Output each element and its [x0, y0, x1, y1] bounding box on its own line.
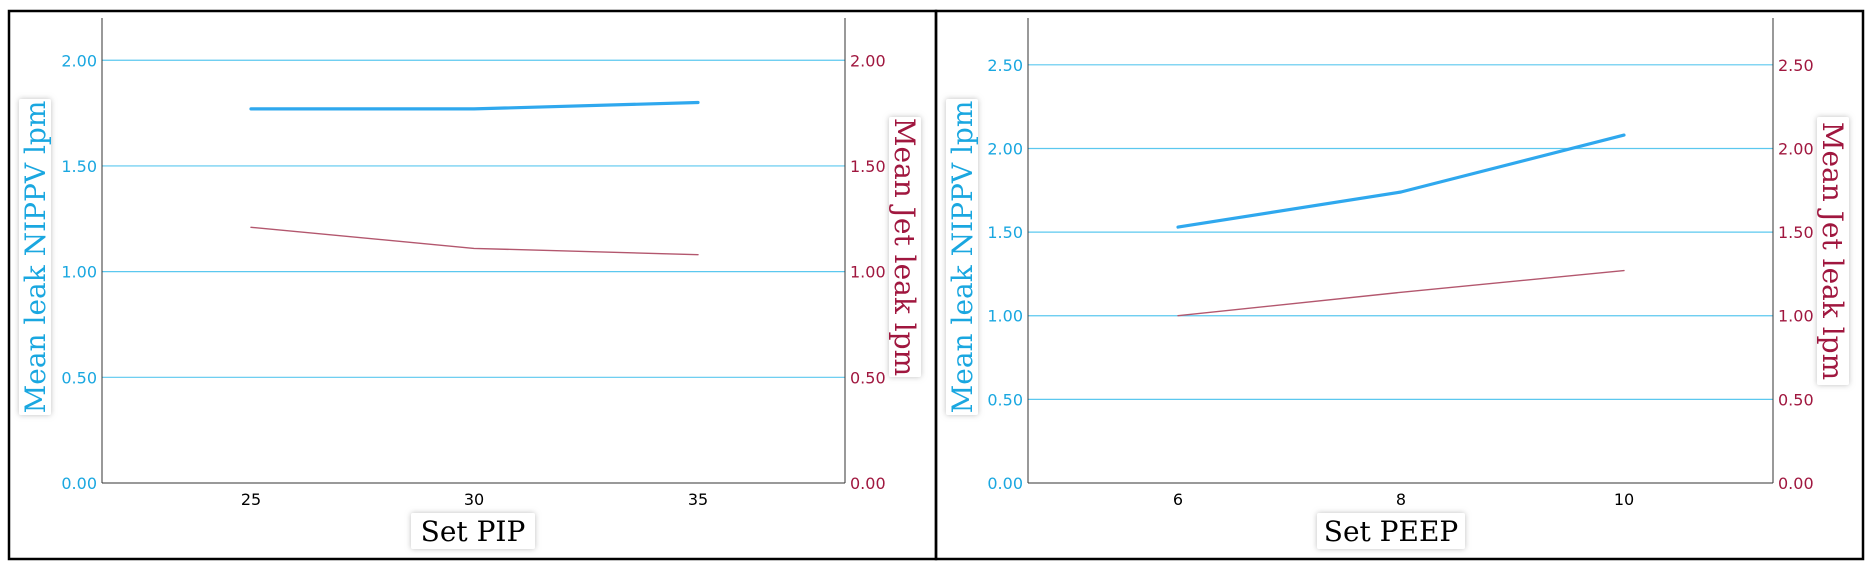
y-tick-right-pip: 1.00 — [850, 263, 886, 282]
chart-panel-peep: 0.00 0.50 1.00 1.50 2.00 2.50 0.00 0.50 1.00 1.50… — [934, 9, 1865, 561]
y-tick-left-pip: 2.00 — [61, 51, 97, 70]
y-tick-right-pip: 0.50 — [850, 368, 886, 387]
series-line-nippv-peep — [1176, 133, 1626, 229]
ylabel-right-box-peep — [1817, 117, 1849, 385]
ylabel-right-peep: Mean Jet leak lpm — [1816, 122, 1849, 380]
y-tick-left-pip: 1.00 — [61, 263, 97, 282]
xlabel-box-peep — [1317, 513, 1465, 549]
y-tick-right-peep: 0.50 — [1778, 390, 1814, 409]
y-tick-left-peep: 1.00 — [987, 307, 1023, 326]
ylabel-left-pip: Mean leak NIPPV lpm — [19, 101, 52, 414]
chart-panel-pip: 0.00 0.50 1.00 1.50 2.00 0.00 0.50 1.00 1.50 2.00… — [7, 9, 938, 561]
y-tick-right-peep: 0.00 — [1778, 474, 1814, 493]
ylabel-left-box-peep — [946, 99, 978, 415]
y-tick-right-peep: 2.00 — [1778, 139, 1814, 158]
y-tick-right-peep: 2.50 — [1778, 56, 1814, 75]
xlabel-pip: Set PIP — [421, 515, 526, 548]
x-tick-peep: 6 — [1173, 490, 1183, 509]
x-tick-pip: 30 — [464, 490, 484, 509]
series-line-jet-pip — [250, 226, 699, 256]
y-tick-left-peep: 0.00 — [987, 474, 1023, 493]
ylabel-left-peep: Mean leak NIPPV lpm — [946, 101, 979, 414]
xlabel-peep: Set PEEP — [1324, 515, 1458, 548]
y-tick-left-peep: 1.50 — [987, 223, 1023, 242]
panel-frame-pip — [7, 9, 938, 561]
y-tick-right-pip: 0.00 — [850, 474, 886, 493]
y-tick-left-pip: 0.50 — [61, 368, 97, 387]
xlabel-box-pip — [411, 513, 535, 549]
panel-frame-peep — [934, 9, 1865, 561]
y-tick-right-peep: 1.00 — [1778, 307, 1814, 326]
series-line-jet-peep — [1177, 269, 1625, 317]
y-tick-left-peep: 2.00 — [987, 139, 1023, 158]
y-tick-right-pip: 2.00 — [850, 51, 886, 70]
x-tick-peep: 8 — [1396, 490, 1406, 509]
y-tick-left-peep: 0.50 — [987, 390, 1023, 409]
x-tick-pip: 35 — [688, 490, 708, 509]
x-tick-pip: 25 — [241, 490, 261, 509]
ylabel-right-box-pip — [889, 117, 921, 377]
y-tick-left-pip: 0.00 — [61, 474, 97, 493]
y-tick-left-pip: 1.50 — [61, 157, 97, 176]
series-line-nippv-pip — [249, 100, 700, 111]
ylabel-right-pip: Mean Jet leak lpm — [888, 118, 921, 376]
ylabel-left-box-pip — [19, 99, 51, 415]
y-tick-left-peep: 2.50 — [987, 56, 1023, 75]
y-tick-right-pip: 1.50 — [850, 157, 886, 176]
y-tick-right-peep: 1.50 — [1778, 223, 1814, 242]
x-tick-peep: 10 — [1614, 490, 1634, 509]
